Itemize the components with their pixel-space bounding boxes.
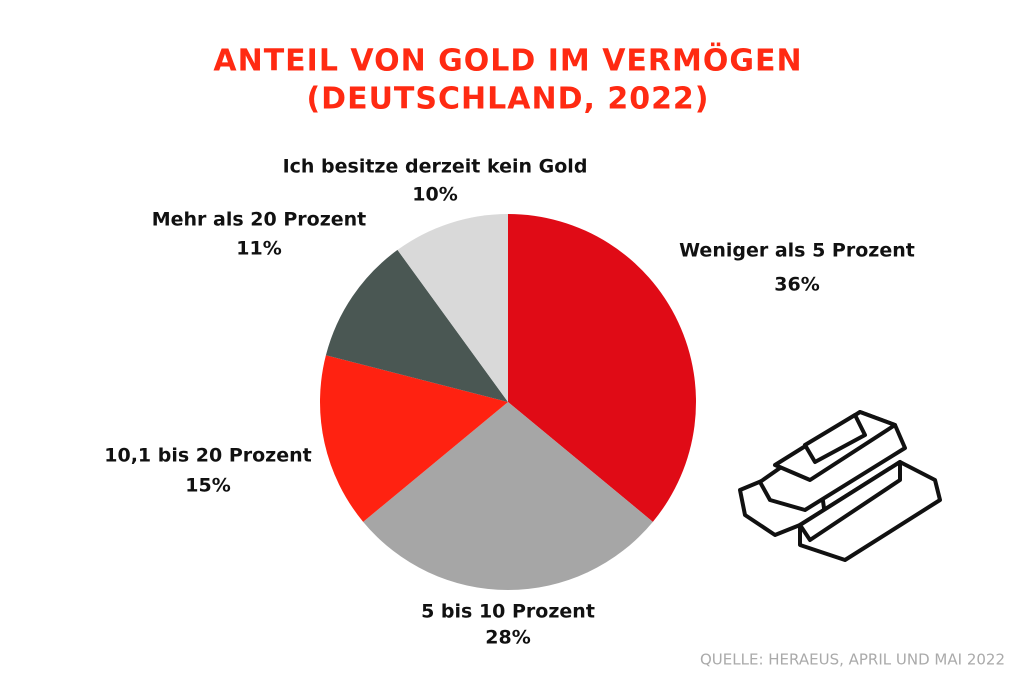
source-note: QUELLE: HERAEUS, APRIL UND MAI 2022 (700, 651, 1005, 669)
slice-label: Weniger als 5 Prozent (679, 240, 915, 262)
pie-slice (363, 402, 653, 590)
pie-slice (508, 214, 697, 522)
pie-slice (397, 214, 508, 402)
value-label: 11% (236, 238, 281, 260)
slice-label: Ich besitze derzeit kein Gold (283, 156, 588, 178)
gold-bars-icon (738, 410, 942, 562)
value-label: 36% (774, 274, 819, 296)
value-label: 28% (485, 627, 530, 649)
slice-label: 5 bis 10 Prozent (421, 601, 595, 623)
value-label: 10% (412, 184, 457, 206)
value-label: 15% (185, 475, 230, 497)
pie-slice (325, 249, 508, 402)
chart-title: (DEUTSCHLAND, 2022) (306, 82, 709, 117)
chart-title: ANTEIL VON GOLD IM VERMÖGEN (213, 42, 802, 79)
slice-label: 10,1 bis 20 Prozent (104, 445, 312, 467)
slice-label: Mehr als 20 Prozent (152, 209, 367, 231)
pie-slice (320, 355, 508, 522)
